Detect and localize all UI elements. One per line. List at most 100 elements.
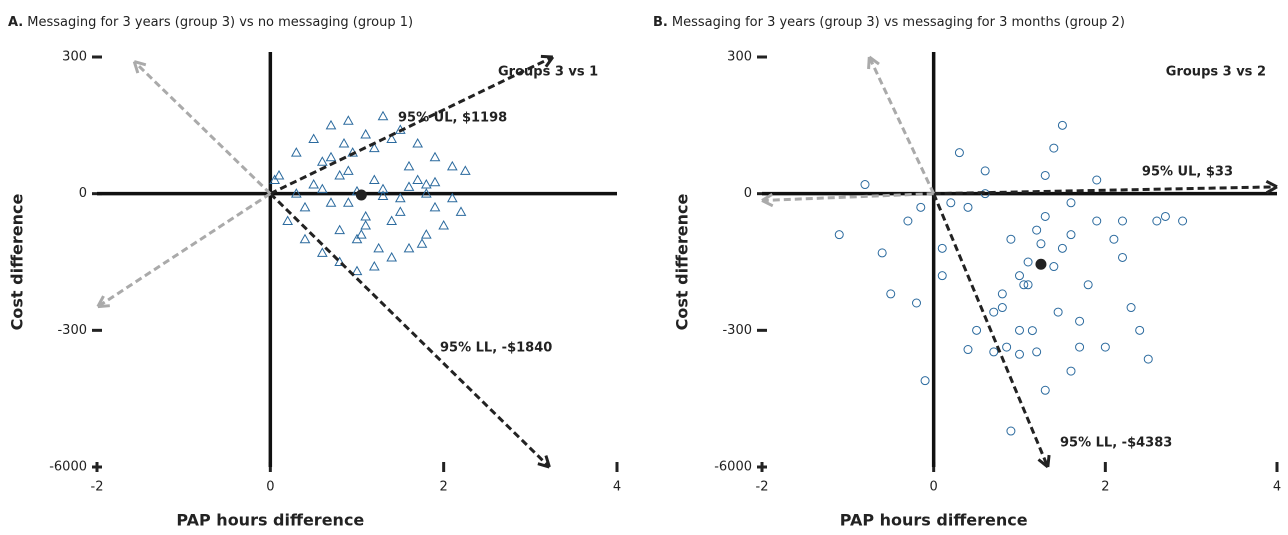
point [334,224,346,235]
annotation: 95% UL, $1198 [398,111,507,126]
arrow-head [132,61,140,74]
x-tick-label: 4 [1273,480,1281,495]
x-tick-label: 0 [930,480,938,495]
point [1049,143,1059,153]
mean-point [1035,258,1047,270]
point [1015,325,1024,335]
point [299,233,311,244]
point [299,201,311,212]
point [1152,216,1162,226]
point [351,233,363,244]
point [1135,325,1145,335]
point [316,183,328,194]
point [351,265,363,276]
panel-title-text: Messaging for 3 years (group 3) vs messa… [672,15,1125,30]
point [1023,257,1033,267]
point [1066,198,1076,208]
x-tick-label: -2 [756,480,769,495]
y-tick-label: 0 [744,186,752,201]
point [1075,316,1085,326]
point [282,215,294,225]
point [403,160,415,171]
point [980,166,990,176]
point [394,206,406,216]
point [334,256,346,266]
arrow-head [96,295,105,308]
arrow-head [540,54,553,59]
arrow-head [1265,179,1278,189]
arrow-head [761,193,774,202]
point [1083,280,1093,290]
annotation: Groups 3 vs 1 [498,65,598,80]
point [308,133,320,143]
arrow-head [761,199,774,208]
panel-letter: A. [8,15,23,30]
arrow-head [1037,458,1049,469]
point [1036,239,1046,249]
point [429,151,441,162]
point [877,248,887,258]
point [325,197,337,207]
annotation: Groups 3 vs 2 [1166,65,1266,80]
point [394,192,406,203]
y-tick-label: -6000 [714,460,752,475]
limit-arrow [867,56,936,195]
point [355,229,367,239]
y-axis-label: Cost difference [8,194,27,331]
point [386,215,398,225]
arrow-head [133,60,147,67]
point [1075,342,1085,352]
point [989,307,999,317]
y-tick-label: -300 [722,323,752,338]
point [338,138,350,148]
y-tick-label: 300 [727,50,752,65]
point [334,169,346,180]
point [342,165,354,175]
point [420,229,432,239]
point [1109,234,1119,244]
point [420,188,432,198]
arrow-head [1265,185,1278,195]
x-axis-label: PAP hours difference [840,511,1028,530]
point [446,192,458,203]
y-tick-label: 0 [79,186,87,201]
y-axis-label: Cost difference [673,194,692,331]
panel-letter: B. [653,15,668,30]
point [963,345,973,355]
arrow-head [544,455,551,468]
mean-point [355,189,367,201]
point [290,147,302,157]
point [916,202,926,212]
x-tick-label: 0 [266,480,274,495]
point [316,247,328,257]
point [1023,280,1033,290]
point [963,202,973,212]
point [1040,211,1050,221]
point [1015,271,1024,281]
point [972,325,982,335]
point [1143,354,1153,364]
x-axis-label: PAP hours difference [176,511,364,530]
point [937,271,947,281]
x-tick-label: -2 [91,480,104,495]
x-tick-label: 2 [440,480,448,495]
point [377,190,389,200]
point [937,243,947,253]
point [446,160,458,171]
point [1015,349,1024,359]
point [1049,262,1059,272]
point [416,238,428,248]
point [1066,366,1076,376]
panel-title: B. Messaging for 3 years (group 3) vs mes… [653,15,1125,30]
point [1019,280,1029,290]
point [1032,225,1042,235]
arrow-head [868,55,880,66]
point [1092,216,1102,226]
point [403,242,415,253]
point [316,156,328,166]
point [373,242,385,253]
point [1057,243,1067,253]
point [1126,303,1136,313]
point [290,188,302,198]
point [273,169,285,180]
